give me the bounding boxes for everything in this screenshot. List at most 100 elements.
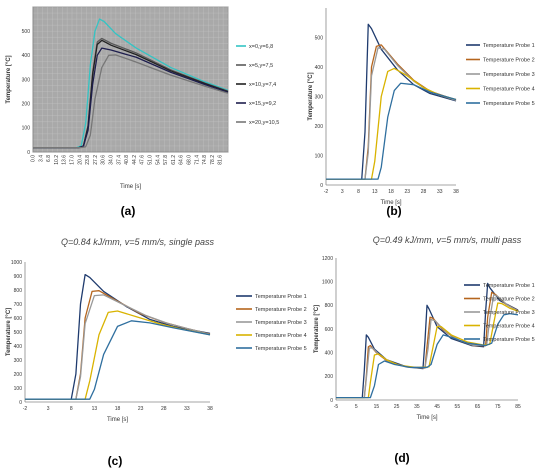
series-line-4 [25, 310, 211, 400]
x-axis-label: Time [s] [416, 415, 437, 421]
x-tick-label: 23.8 [85, 155, 91, 165]
legend-label: Temperature Probe 3 [255, 320, 307, 326]
chart-panel-d: 0 200 400 600 800 1000 1200 -5 5 15 25 35 45 55 65 75 85… [314, 235, 535, 465]
x-axis-label: Time [s] [380, 200, 401, 206]
y-tick-label: 400 [14, 344, 23, 350]
x-tick-label: 15 [374, 404, 380, 410]
legend-label: Temperature Probe 4 [255, 333, 307, 339]
x-tick-label: 0.0 [31, 155, 37, 162]
legend: x=0,y=6,8 x=5,y=7,5 x=10,y=7,4 x=15,y=9,2 x=… [236, 44, 279, 126]
legend-label: Temperature Probe 1 [483, 283, 535, 289]
x-tick-label: 44.2 [132, 155, 138, 165]
panel-label: (c) [108, 454, 123, 468]
legend: Temperature Probe 1 Temperature Probe 2 Te… [464, 283, 535, 343]
x-tick-label: 13.6 [62, 155, 68, 165]
legend-label: Temperature Probe 5 [483, 337, 535, 343]
legend-label: Temperature Probe 5 [483, 101, 535, 107]
legend-label: Temperature Probe 1 [483, 43, 535, 49]
x-tick-label: 23 [404, 189, 410, 195]
y-tick-label: 900 [14, 274, 23, 280]
x-tick-label: 78.2 [210, 155, 216, 165]
x-tick-label: 57.8 [163, 155, 169, 165]
x-tick-label: 18 [115, 406, 121, 412]
y-tick-label: 300 [14, 358, 23, 364]
series-line-5 [336, 312, 519, 399]
series-line-4 [326, 67, 457, 180]
x-tick-label: 35 [414, 404, 420, 410]
legend-label: x=10,y=7,4 [249, 82, 276, 88]
y-tick-label: 500 [315, 35, 324, 41]
legend-label: x=5,y=7,5 [249, 63, 273, 69]
x-tick-label: 33 [184, 406, 190, 412]
y-tick-label: 0 [19, 400, 22, 406]
series-line-1 [25, 273, 211, 400]
x-tick-label: 13 [372, 189, 378, 195]
x-tick-label: 47.6 [140, 155, 146, 165]
x-tick-label: 13 [92, 406, 98, 412]
legend: Temperature Probe 1 Temperature Probe 2 Te… [236, 294, 307, 352]
y-tick-label: 0 [320, 183, 323, 189]
y-tick-label: 400 [22, 53, 31, 59]
x-tick-label: 81.6 [218, 155, 224, 165]
x-tick-label: 75 [495, 404, 501, 410]
x-tick-label: 74.8 [202, 155, 208, 165]
y-tick-label: 200 [315, 124, 324, 130]
x-tick-label: 20.4 [77, 155, 83, 165]
y-tick-label: 1000 [11, 260, 22, 266]
x-tick-label: 8 [70, 406, 73, 412]
x-tick-label: 30.6 [101, 155, 107, 165]
x-tick-label: 61.2 [171, 155, 177, 165]
legend-label: Temperature Probe 4 [483, 87, 535, 93]
y-tick-label: 200 [14, 372, 23, 378]
y-tick-label: 800 [14, 288, 23, 294]
x-tick-label: 38 [207, 406, 213, 412]
legend-label: Temperature Probe 2 [255, 307, 307, 313]
legend-label: Temperature Probe 3 [483, 72, 535, 78]
series-line-1 [326, 23, 457, 180]
plot-area [326, 8, 456, 185]
x-tick-label: 3 [47, 406, 50, 412]
legend: Temperature Probe 1 Temperature Probe 2 Te… [466, 43, 535, 107]
chart-panel-a: 0 100 200 300 400 500 0.0 3.4 6.8 10.2 13.6 17.0 20.… [6, 6, 279, 218]
y-tick-label: 100 [315, 153, 324, 159]
plot-area [25, 262, 210, 402]
legend-label: x=0,y=6,8 [249, 44, 273, 50]
x-tick-label: 10.2 [54, 155, 60, 165]
y-tick-label: 500 [14, 330, 23, 336]
legend-label: Temperature Probe 1 [255, 294, 307, 300]
x-tick-label: 45 [434, 404, 440, 410]
x-tick-label: 54.4 [155, 155, 161, 165]
x-tick-label: 18 [388, 189, 394, 195]
y-tick-label: 1000 [322, 279, 333, 285]
x-axis-label: Time [s] [120, 184, 141, 190]
x-tick-label: 34.0 [109, 155, 115, 165]
x-tick-label: 85 [515, 404, 521, 410]
panel-label: (a) [121, 204, 136, 218]
y-tick-label: 600 [325, 327, 334, 333]
x-tick-label: -2 [23, 406, 28, 412]
y-axis-label: Temperature [°C] [6, 55, 12, 103]
x-tick-label: 5 [355, 404, 358, 410]
y-tick-label: 100 [14, 386, 23, 392]
series-line-5 [25, 320, 211, 400]
y-tick-label: 700 [14, 302, 23, 308]
x-tick-label: 68.0 [187, 155, 193, 165]
series-line-1 [336, 282, 519, 399]
panel-label: (b) [386, 204, 401, 218]
x-tick-label: 71.4 [194, 155, 200, 165]
x-tick-label: 8 [357, 189, 360, 195]
legend-label: Temperature Probe 4 [483, 324, 535, 330]
x-tick-label: 6.8 [46, 155, 52, 162]
x-tick-label: 55 [455, 404, 461, 410]
y-tick-label: 500 [22, 29, 31, 35]
series-line-5 [326, 82, 457, 180]
y-tick-label: 0 [27, 150, 30, 156]
x-tick-label: 23 [138, 406, 144, 412]
chart-title: Q=0.49 kJ/mm, v=5 mm/s, multi pass [373, 235, 522, 245]
y-tick-label: 600 [14, 316, 23, 322]
x-tick-label: 51.0 [148, 155, 154, 165]
x-tick-label: 38 [453, 189, 459, 195]
y-tick-label: 100 [22, 126, 31, 132]
